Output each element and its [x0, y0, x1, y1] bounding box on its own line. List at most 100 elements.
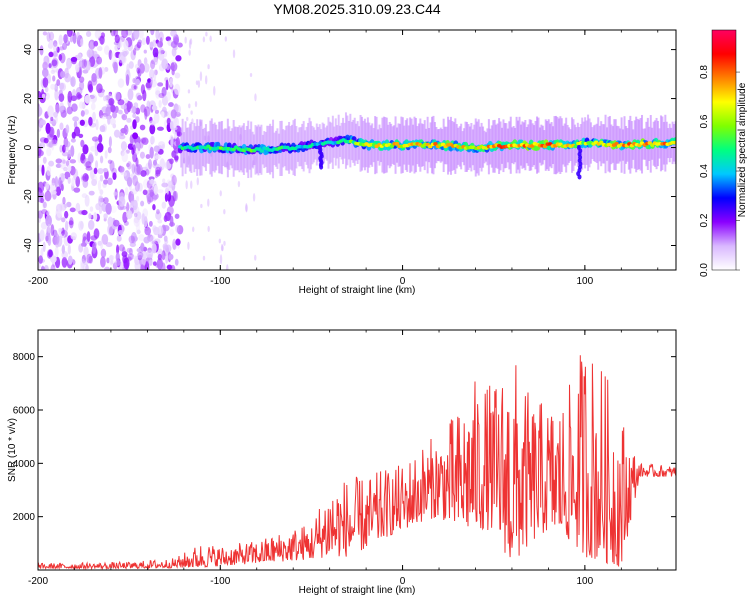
- noise-speck: [117, 166, 125, 173]
- noise-speck: [173, 190, 178, 202]
- noise-speck: [109, 254, 114, 266]
- x-tick-label: 0: [400, 276, 406, 287]
- noise-speck: [64, 144, 69, 152]
- noise-speck: [149, 146, 154, 159]
- noise-speck: [80, 139, 85, 148]
- noise-speck: [42, 156, 47, 164]
- noise-speck: [42, 77, 49, 88]
- noise-speck: [39, 45, 44, 56]
- noise-speck: [130, 231, 137, 244]
- noise-speck: [162, 225, 170, 232]
- noise-speck: [120, 127, 128, 134]
- noise-speck: [63, 203, 68, 209]
- noise-speck: [48, 51, 54, 58]
- noise-speck: [100, 114, 108, 120]
- noise-speck: [99, 125, 106, 133]
- noise-speck: [67, 149, 72, 158]
- noise-speck: [237, 180, 241, 188]
- noise-speck: [84, 174, 89, 182]
- noise-speck: [157, 219, 163, 224]
- noise-speck: [207, 225, 210, 232]
- noise-speck: [108, 49, 113, 60]
- noise-speck: [64, 220, 69, 232]
- noise-speck: [70, 138, 76, 143]
- noise-speck: [78, 76, 85, 83]
- noise-speck: [117, 78, 125, 88]
- noise-speck: [66, 106, 73, 115]
- colorbar-tick-label: 0.4: [699, 164, 710, 178]
- noise-speck: [48, 160, 55, 167]
- noise-speck: [47, 105, 54, 118]
- noise-speck: [200, 203, 203, 209]
- noise-speck: [120, 141, 128, 151]
- noise-speck: [54, 88, 59, 101]
- chart-title: YM08.2025.310.09.23.C44: [273, 1, 441, 17]
- noise-speck: [67, 90, 73, 103]
- noise-speck: [109, 118, 116, 126]
- noise-speck: [126, 176, 133, 187]
- noise-speck: [133, 216, 140, 224]
- noise-speck: [102, 167, 108, 173]
- noise-speck: [78, 133, 84, 138]
- noise-speck: [133, 30, 140, 40]
- noise-speck: [88, 116, 93, 126]
- noise-speck: [70, 145, 75, 157]
- noise-speck: [152, 159, 158, 166]
- noise-speck: [205, 31, 208, 37]
- noise-speck: [167, 180, 174, 188]
- noise-speck: [150, 135, 155, 145]
- noise-speck: [98, 109, 104, 119]
- noise-speck: [130, 106, 136, 114]
- noise-speck: [42, 61, 48, 71]
- noise-speck: [195, 80, 199, 86]
- noise-speck: [46, 31, 51, 42]
- noise-speck: [103, 213, 108, 220]
- noise-speck: [54, 233, 60, 245]
- noise-speck: [117, 99, 125, 106]
- noise-speck: [149, 235, 156, 246]
- noise-speck: [82, 232, 88, 242]
- noise-speck: [108, 98, 115, 106]
- noise-speck: [133, 48, 137, 56]
- noise-speck: [70, 31, 76, 37]
- noise-speck: [45, 235, 49, 242]
- noise-speck: [121, 151, 128, 163]
- y-tick-label: 20: [23, 93, 34, 105]
- noise-speck: [95, 160, 99, 169]
- noise-speck: [153, 112, 160, 124]
- noise-speck: [110, 104, 116, 113]
- noise-speck: [207, 64, 210, 70]
- noise-speck: [97, 45, 103, 52]
- noise-speck: [152, 261, 157, 266]
- noise-speck: [46, 142, 53, 148]
- noise-speck: [86, 231, 91, 243]
- noise-speck: [143, 216, 148, 228]
- noise-speck: [223, 240, 226, 246]
- colorbar-tick-label: 0.6: [699, 114, 710, 128]
- noise-speck: [126, 100, 132, 113]
- noise-speck: [134, 181, 140, 192]
- noise-speck: [60, 70, 66, 79]
- noise-speck: [197, 80, 201, 88]
- noise-speck: [169, 77, 173, 88]
- noise-speck: [144, 260, 150, 270]
- noise-speck: [76, 31, 81, 41]
- noise-speck: [94, 30, 102, 39]
- noise-speck: [80, 258, 86, 269]
- noise-speck: [42, 241, 46, 253]
- noise-speck: [140, 170, 147, 177]
- noise-speck: [188, 103, 191, 109]
- noise-speck: [135, 222, 141, 234]
- noise-speck: [50, 190, 57, 195]
- snr-series-line: [38, 355, 676, 570]
- noise-speck: [78, 210, 85, 215]
- noise-speck: [138, 30, 144, 39]
- noise-speck: [126, 247, 133, 253]
- noise-speck: [128, 235, 135, 244]
- noise-speck: [161, 58, 169, 70]
- noise-speck: [79, 119, 85, 126]
- noise-speck: [157, 126, 164, 131]
- x-tick-label: 0: [400, 576, 406, 587]
- noise-speck: [42, 31, 48, 36]
- noise-speck: [184, 36, 187, 44]
